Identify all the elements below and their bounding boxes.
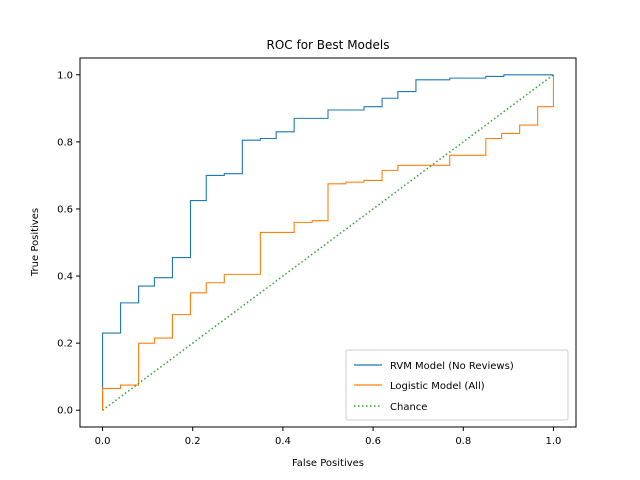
y-tick-label: 0.0 [57, 406, 73, 417]
x-axis-label: False Positives [292, 458, 364, 469]
series-line-chance [102, 74, 554, 411]
legend-label-chance: Chance [390, 402, 427, 413]
x-tick-label: 0.6 [365, 436, 381, 447]
x-tick-label: 0.2 [185, 436, 201, 447]
y-axis: 0.0 0.2 0.4 0.6 0.8 1.0 [57, 70, 80, 417]
legend-box [345, 349, 569, 421]
y-tick-label: 0.6 [57, 204, 73, 215]
legend: RVM Model (No Reviews) Logistic Model (A… [345, 349, 569, 421]
y-tick-label: 0.2 [57, 339, 73, 350]
series-layer [102, 74, 555, 411]
series-line-logistic [102, 74, 555, 411]
x-tick-label: 1.0 [546, 436, 562, 447]
y-axis-label: True Positives [30, 208, 41, 277]
legend-label-logistic: Logistic Model (All) [390, 381, 485, 392]
legend-label-rvm: RVM Model (No Reviews) [390, 361, 514, 372]
x-tick-label: 0.8 [455, 436, 471, 447]
y-tick-label: 1.0 [57, 70, 73, 81]
series-line-rvm [102, 74, 554, 411]
y-tick-label: 0.4 [57, 272, 73, 283]
x-tick-label: 0.0 [95, 436, 111, 447]
y-tick-label: 0.8 [57, 137, 73, 148]
x-tick-label: 0.4 [275, 436, 291, 447]
chart-title: ROC for Best Models [267, 38, 390, 52]
x-axis: 0.0 0.2 0.4 0.6 0.8 1.0 [95, 427, 562, 447]
plot-frame [79, 57, 577, 428]
